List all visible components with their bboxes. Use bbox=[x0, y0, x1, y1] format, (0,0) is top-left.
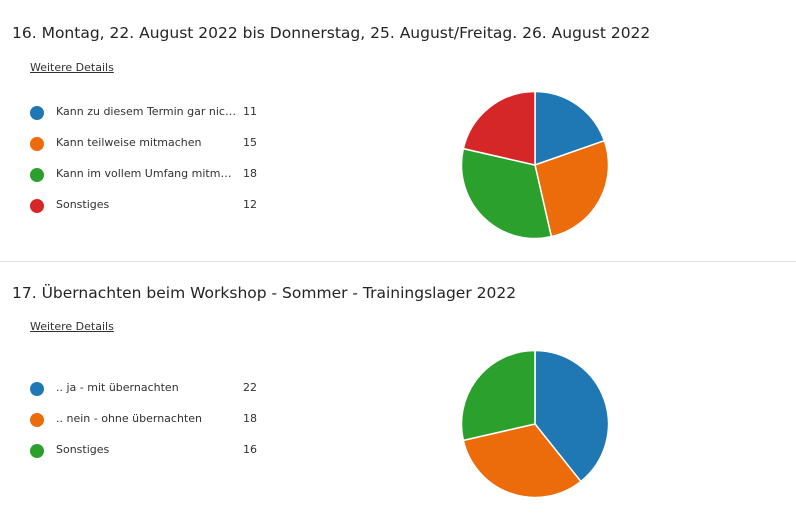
pie-slice[interactable] bbox=[460, 147, 553, 240]
legend-color-dot bbox=[30, 413, 44, 427]
pie-slice[interactable] bbox=[460, 349, 536, 442]
question-16-legend: Kann zu diesem Termin gar nicht 11 Kann te… bbox=[30, 104, 270, 228]
legend-item: .. ja - mit übernachten 22 bbox=[30, 380, 270, 411]
legend-color-dot bbox=[30, 444, 44, 458]
legend-label: Sonstiges bbox=[56, 198, 110, 211]
legend-count: 11 bbox=[243, 105, 257, 118]
legend-item: Kann im vollem Umfang mitmachen 18 bbox=[30, 166, 270, 197]
legend-label: Kann teilweise mitmachen bbox=[56, 136, 202, 149]
pie-slice[interactable] bbox=[462, 423, 582, 499]
pie-slice[interactable] bbox=[534, 349, 610, 483]
legend-count: 18 bbox=[243, 167, 257, 180]
question-17-section: 17. Übernachten beim Workshop - Sommer -… bbox=[0, 262, 796, 519]
question-16-pie-chart bbox=[460, 90, 610, 240]
legend-color-dot bbox=[30, 106, 44, 120]
legend-label: Kann zu diesem Termin gar nicht bbox=[56, 105, 236, 118]
legend-count: 15 bbox=[243, 136, 257, 149]
legend-item: Kann teilweise mitmachen 15 bbox=[30, 135, 270, 166]
question-17-title: 17. Übernachten beim Workshop - Sommer -… bbox=[12, 284, 517, 302]
legend-color-dot bbox=[30, 199, 44, 213]
legend-item: Sonstiges 12 bbox=[30, 197, 270, 228]
pie-slice[interactable] bbox=[534, 139, 610, 238]
legend-item: .. nein - ohne übernachten 18 bbox=[30, 411, 270, 442]
question-17-details-link[interactable]: Weitere Details bbox=[30, 320, 114, 333]
legend-count: 18 bbox=[243, 412, 257, 425]
legend-color-dot bbox=[30, 137, 44, 151]
legend-label: Sonstiges bbox=[56, 443, 110, 456]
legend-count: 16 bbox=[243, 443, 257, 456]
legend-item: Sonstiges 16 bbox=[30, 442, 270, 473]
legend-count: 12 bbox=[243, 198, 257, 211]
question-16-title: 16. Montag, 22. August 2022 bis Donnerst… bbox=[12, 24, 651, 42]
question-16-section: 16. Montag, 22. August 2022 bis Donnerst… bbox=[0, 24, 796, 262]
legend-count: 22 bbox=[243, 381, 257, 394]
legend-color-dot bbox=[30, 382, 44, 396]
pie-slice[interactable] bbox=[462, 90, 536, 166]
legend-label: .. nein - ohne übernachten bbox=[56, 412, 202, 425]
question-17-legend: .. ja - mit übernachten 22 .. nein - ohne … bbox=[30, 380, 270, 473]
legend-label: .. ja - mit übernachten bbox=[56, 381, 179, 394]
legend-item: Kann zu diesem Termin gar nicht 11 bbox=[30, 104, 270, 135]
legend-color-dot bbox=[30, 168, 44, 182]
legend-label: Kann im vollem Umfang mitmachen bbox=[56, 167, 236, 180]
question-17-pie-chart bbox=[460, 349, 610, 499]
question-16-details-link[interactable]: Weitere Details bbox=[30, 61, 114, 74]
